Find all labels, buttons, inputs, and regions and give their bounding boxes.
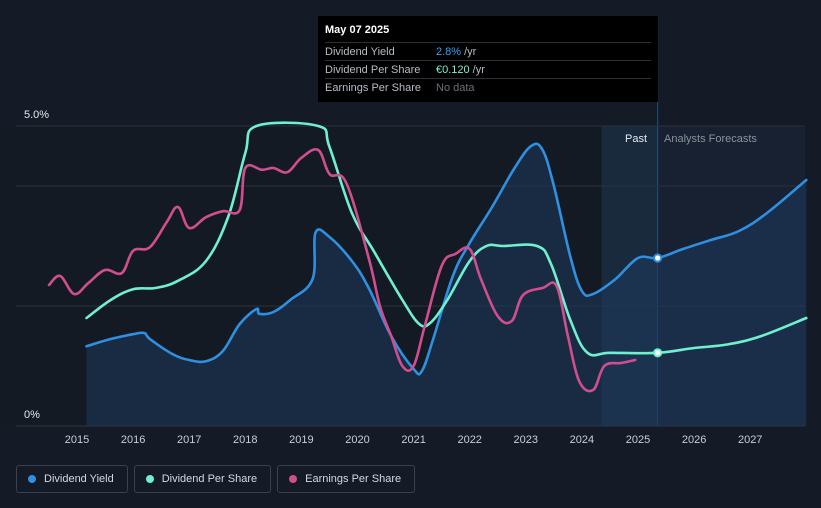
- tooltip-value: €0.120: [436, 63, 470, 76]
- y-tick-label-1: 0%: [24, 409, 40, 421]
- legend-dividend-yield[interactable]: Dividend Yield: [16, 465, 128, 493]
- x-tick-label-2019: 2019: [289, 434, 313, 446]
- hover-tooltip: May 07 2025 Dividend Yield 2.8% /yr Divi…: [318, 16, 658, 102]
- tooltip-unit: /yr: [472, 63, 485, 76]
- legend-label: Dividend Per Share: [161, 473, 258, 485]
- past-label: Past: [625, 133, 647, 145]
- tooltip-unit: /yr: [464, 45, 477, 58]
- x-tick-label-2025: 2025: [626, 434, 650, 446]
- x-tick-label-2015: 2015: [65, 434, 89, 446]
- legend-dot-dividend-per-share: [145, 475, 154, 483]
- x-tick-label-2027: 2027: [738, 434, 762, 446]
- dividend-yield-marker: [653, 253, 663, 263]
- x-tick-label-2016: 2016: [121, 434, 145, 446]
- legend-dividend-per-share[interactable]: Dividend Per Share: [133, 465, 272, 493]
- tooltip-label: Dividend Yield: [325, 45, 395, 58]
- legend-earnings-per-share[interactable]: Earnings Per Share: [277, 465, 416, 493]
- chart-legend: Dividend Yield Dividend Per Share Earnin…: [16, 465, 416, 493]
- forecast-label: Analysts Forecasts: [664, 133, 757, 145]
- tooltip-row-earnings-per-share: Earnings Per Share No data: [325, 78, 651, 96]
- x-tick-label-2024: 2024: [570, 434, 594, 446]
- dividend-yield-area: [86, 143, 807, 426]
- tooltip-value: 2.8%: [436, 45, 462, 58]
- tooltip-label: Dividend Per Share: [325, 63, 421, 76]
- legend-dot-dividend-yield: [28, 475, 36, 483]
- tooltip-row-dividend-yield: Dividend Yield 2.8% /yr: [325, 42, 651, 60]
- legend-label: Dividend Yield: [44, 473, 114, 485]
- tooltip-value: No data: [436, 81, 475, 94]
- y-tick-label-0: 5.0%: [24, 109, 49, 121]
- x-tick-label-2021: 2021: [401, 434, 425, 446]
- x-tick-label-2022: 2022: [457, 434, 481, 446]
- tooltip-date: May 07 2025: [325, 24, 390, 36]
- x-tick-label-2018: 2018: [233, 434, 257, 446]
- x-tick-label-2020: 2020: [345, 434, 369, 446]
- x-tick-label-2023: 2023: [514, 434, 538, 446]
- earnings-per-share-line: [47, 148, 637, 393]
- x-tick-label-2026: 2026: [682, 434, 706, 446]
- x-tick-label-2017: 2017: [177, 434, 201, 446]
- dividend-yield-line: [85, 142, 808, 376]
- dividend-per-share-marker: [653, 348, 663, 358]
- tooltip-label: Earnings Per Share: [325, 81, 421, 94]
- tooltip-row-dividend-per-share: Dividend Per Share €0.120 /yr: [325, 60, 651, 78]
- legend-dot-earnings-per-share: [289, 475, 298, 483]
- legend-label: Earnings Per Share: [305, 473, 402, 485]
